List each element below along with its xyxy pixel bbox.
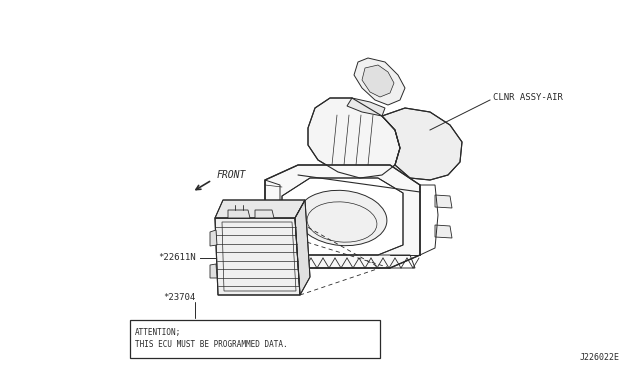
Polygon shape (255, 210, 274, 218)
Text: THIS ECU MUST BE PROGRAMMED DATA.: THIS ECU MUST BE PROGRAMMED DATA. (135, 340, 287, 349)
Polygon shape (308, 98, 400, 178)
Ellipse shape (297, 190, 387, 246)
Polygon shape (228, 210, 250, 218)
Polygon shape (347, 98, 385, 116)
Polygon shape (210, 264, 217, 278)
Polygon shape (265, 165, 420, 268)
Polygon shape (362, 65, 394, 97)
Polygon shape (382, 108, 462, 180)
Polygon shape (252, 225, 265, 240)
Text: *23704: *23704 (163, 294, 195, 302)
Text: CLNR ASSY-AIR: CLNR ASSY-AIR (493, 93, 563, 103)
Text: FRONT: FRONT (217, 170, 246, 180)
Polygon shape (435, 225, 452, 238)
Polygon shape (354, 58, 405, 105)
Text: ATTENTION;: ATTENTION; (135, 328, 181, 337)
Polygon shape (282, 178, 403, 255)
Polygon shape (210, 230, 217, 246)
Text: J226022E: J226022E (580, 353, 620, 362)
Polygon shape (435, 195, 452, 208)
Polygon shape (215, 200, 305, 218)
Polygon shape (295, 200, 310, 295)
Bar (130, 320, 380, 358)
Text: *22611N: *22611N (158, 253, 196, 263)
Polygon shape (215, 218, 300, 295)
